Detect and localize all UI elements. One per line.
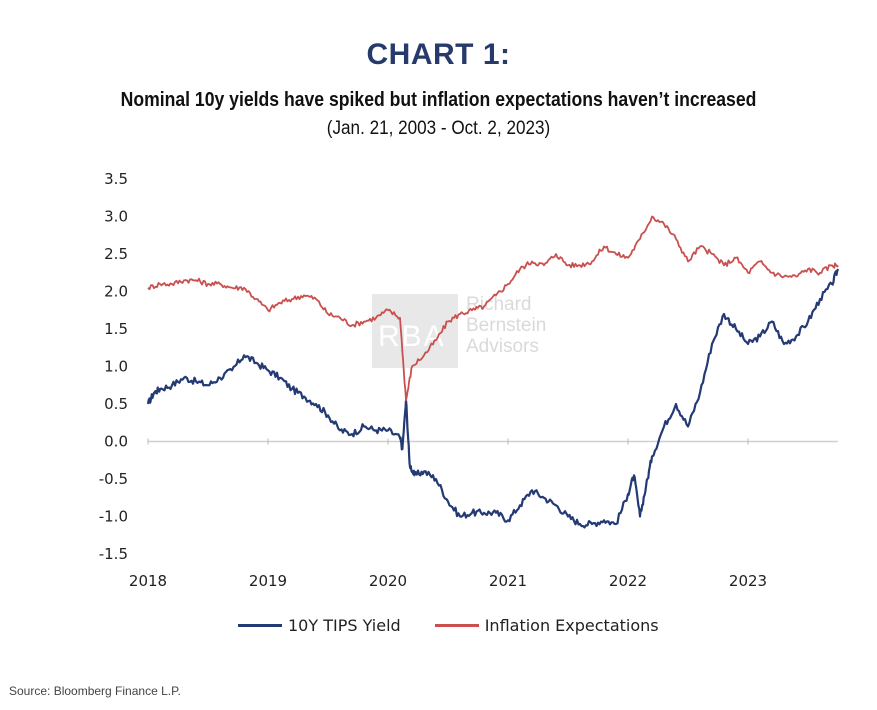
y-tick-label: 3.5 <box>104 170 128 188</box>
date-range: (Jan. 21, 2003 - Oct. 2, 2023) <box>326 118 551 139</box>
y-tick-label: -0.5 <box>99 470 128 488</box>
legend-label-inflation: Inflation Expectations <box>484 616 659 635</box>
x-tick-label: 2021 <box>489 572 527 590</box>
chart-legend: 10Y TIPS Yield Inflation Expectations <box>238 616 693 635</box>
watermark-name-line-3: Advisors <box>466 336 539 357</box>
x-tick-label: 2019 <box>249 572 287 590</box>
chart-series <box>146 215 840 529</box>
x-tick-label: 2023 <box>729 572 767 590</box>
chart-axes: 3.5 3.0 2.5 2.0 1.5 1.0 0.5 0.0 -0.5 -1.0 -1.52018… <box>99 170 838 590</box>
y-tick-label: 1.5 <box>104 320 128 338</box>
watermark-box: RBA <box>372 294 458 368</box>
legend-label-tips: 10Y TIPS Yield <box>288 616 401 635</box>
chart-subtitle: Nominal 10y yields have spiked but infla… <box>120 89 757 111</box>
watermark-name-line-2: Bernstein <box>466 315 547 336</box>
legend-item-tips: 10Y TIPS Yield <box>238 616 401 635</box>
y-tick-label: 1.0 <box>104 358 128 376</box>
x-tick-label: 2022 <box>609 572 647 590</box>
x-tick-label: 2018 <box>129 572 167 590</box>
y-tick-label: 2.5 <box>104 245 128 263</box>
y-tick-label: -1.0 <box>99 508 128 526</box>
legend-item-inflation: Inflation Expectations <box>434 616 659 635</box>
series-line-inflation-expectations <box>147 215 839 402</box>
legend-swatch-tips <box>238 624 282 627</box>
legend-swatch-inflation <box>434 624 479 627</box>
x-tick-label: 2020 <box>369 572 407 590</box>
chart-title: CHART 1: <box>366 38 511 71</box>
y-tick-label: 2.0 <box>104 283 128 301</box>
y-tick-label: 0.5 <box>104 395 128 413</box>
y-tick-label: 0.0 <box>104 433 128 451</box>
watermark-rba-text: RBA <box>378 320 446 353</box>
series-line-tips-yield <box>146 268 840 529</box>
y-tick-label: -1.5 <box>99 545 128 563</box>
source-note: Source: Bloomberg Finance L.P. <box>9 684 181 698</box>
y-tick-label: 3.0 <box>104 208 128 226</box>
